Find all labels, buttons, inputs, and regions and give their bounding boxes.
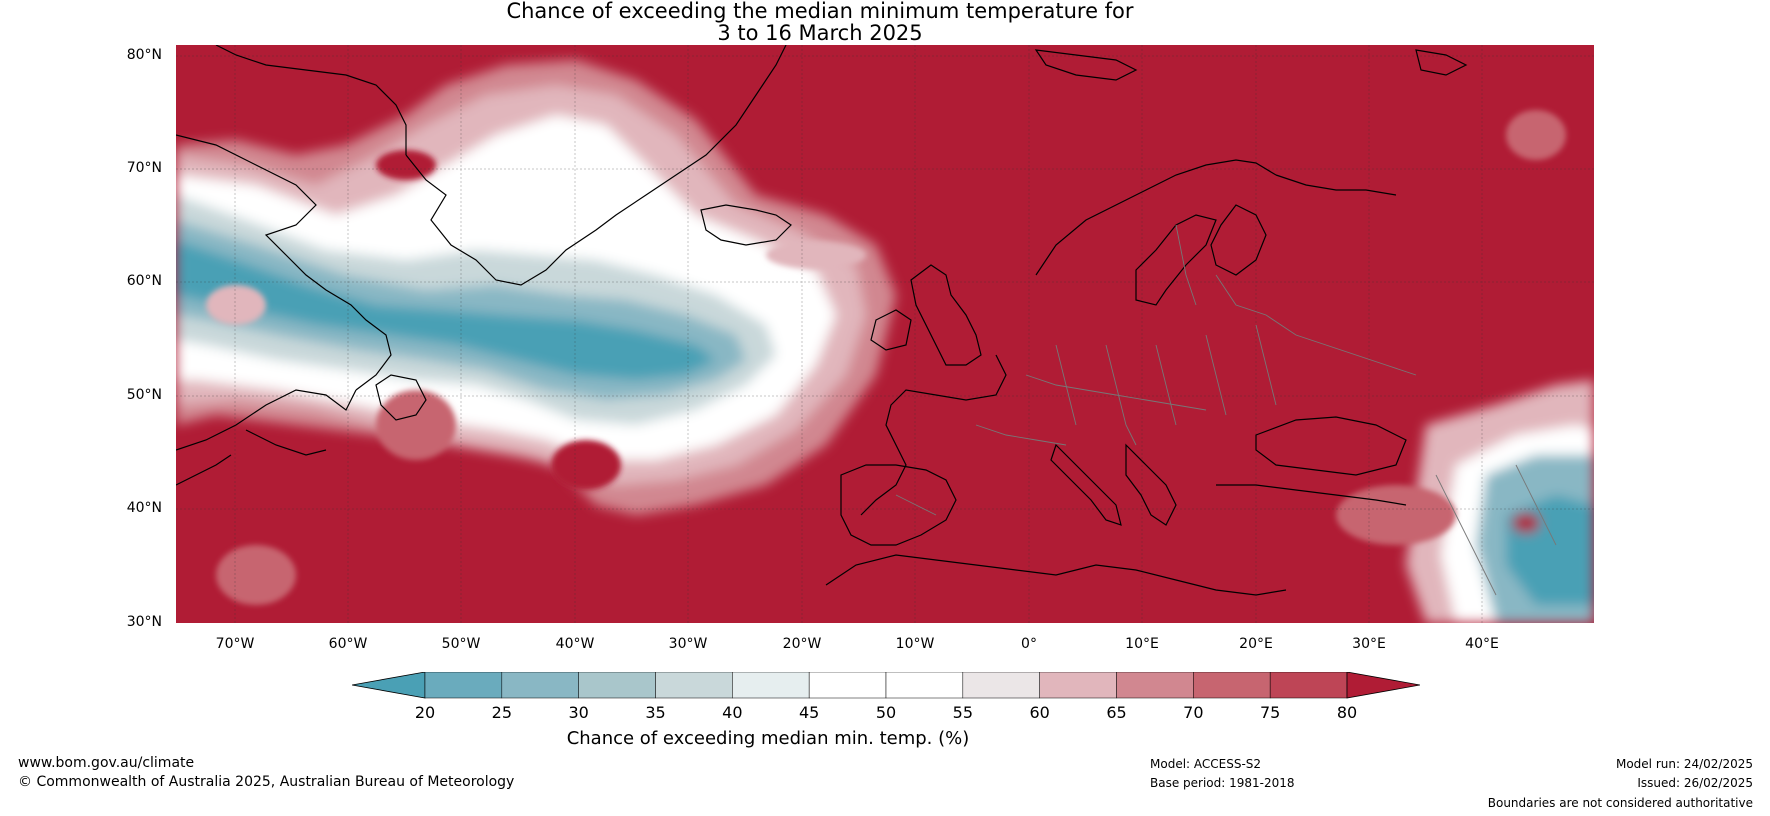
colorbar-cell	[501, 672, 579, 699]
colorbar-cell	[1193, 672, 1271, 699]
lat-label-50n: 50°N	[126, 387, 162, 403]
lon-label-60w: 60°W	[328, 636, 368, 652]
lat-label-80n: 80°N	[126, 47, 162, 63]
colorbar-tick-label: 50	[875, 703, 897, 722]
colorbar-cell	[885, 672, 964, 699]
website-text: www.bom.gov.au/climate	[18, 755, 195, 771]
boundaries-text: Boundaries are not considered authoritat…	[1487, 796, 1753, 810]
colorbar-tick-label: 70	[1183, 703, 1204, 722]
north-atlantic-cool-region	[176, 60, 896, 515]
lon-label-30w: 30°W	[668, 636, 708, 652]
coastlines	[176, 45, 1468, 596]
colorbar-tick-label: 30	[568, 703, 589, 722]
colorbar-cell	[1116, 672, 1194, 699]
colorbar-cell	[962, 672, 1040, 699]
copyright-text: © Commonwealth of Australia 2025, Austra…	[18, 774, 515, 790]
lon-label-40e: 40°E	[1465, 636, 1499, 652]
lat-label-30n: 30°N	[126, 614, 162, 630]
colorbar-tick-label: 55	[952, 703, 973, 722]
model-run-text: Model run: 24/02/2025	[1615, 757, 1753, 771]
colorbar-cell	[808, 672, 887, 699]
issued-text: Issued: 26/02/2025	[1637, 776, 1753, 790]
colorbar-tick-label: 40	[722, 703, 743, 722]
colorbar-low-extend	[352, 672, 426, 699]
lon-label-20e: 20°E	[1239, 636, 1273, 652]
colorbar-cell	[424, 672, 503, 699]
lon-label-70w: 70°W	[215, 636, 255, 652]
colorbar-tick-label: 45	[798, 703, 820, 722]
map-title-line1: Chance of exceeding the median minimum t…	[506, 0, 1134, 23]
lat-label-40n: 40°N	[126, 500, 162, 516]
colorbar-tick-label: 20	[414, 703, 436, 722]
colorbar-label: Chance of exceeding median min. temp. (%…	[566, 728, 970, 749]
colorbar-cell	[655, 672, 733, 699]
colorbar-tick-label: 80	[1336, 703, 1358, 722]
probability-map	[176, 45, 1594, 623]
colorbar-cell	[732, 672, 810, 699]
colorbar-tick-label: 60	[1029, 703, 1050, 722]
lon-label-20w: 20°W	[782, 636, 822, 652]
middle-east-cool-region	[1406, 380, 1594, 623]
map-title-line2: 3 to 16 March 2025	[717, 21, 923, 45]
warm-patches	[206, 110, 1566, 605]
lon-label-10w: 10°W	[895, 636, 935, 652]
colorbar-tick-label: 65	[1106, 703, 1127, 722]
colorbar-cell	[578, 672, 656, 699]
graticule	[176, 45, 1594, 623]
colorbar-cell	[1039, 672, 1117, 699]
lon-label-10e: 10°E	[1125, 636, 1159, 652]
lat-label-70n: 70°N	[126, 160, 162, 176]
lon-label-0: 0°	[1021, 636, 1037, 652]
lat-label-60n: 60°N	[126, 273, 162, 289]
colorbar-tick-label: 35	[645, 703, 666, 722]
model-text: Model: ACCESS-S2	[1150, 757, 1262, 771]
colorbar	[352, 672, 1420, 699]
base-period-text: Base period: 1981-2018	[1150, 776, 1295, 790]
colorbar-tick-label: 75	[1259, 703, 1281, 722]
colorbar-cell	[1269, 672, 1348, 699]
colorbar-tick-label: 25	[491, 703, 512, 722]
colorbar-high-extend	[1346, 672, 1420, 699]
country-borders	[895, 224, 1557, 596]
lon-label-40w: 40°W	[555, 636, 595, 652]
lon-label-50w: 50°W	[441, 636, 481, 652]
lon-label-30e: 30°E	[1352, 636, 1386, 652]
